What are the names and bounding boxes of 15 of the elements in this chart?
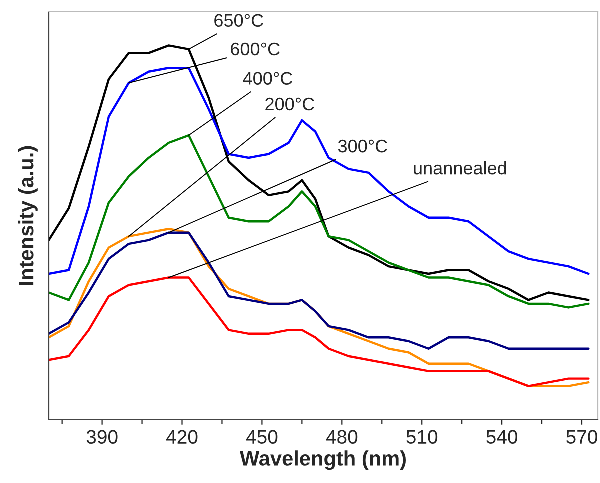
x-tick-label: 540 [486,430,518,444]
x-tick-label: 510 [406,430,438,444]
text: 300°C [338,140,388,153]
x-tick-label: 390 [86,430,118,444]
y-axis-title: Intensity (a.u.) [18,146,38,286]
x-axis-title: Wavelength (nm) [240,450,406,470]
text: 400°C [243,72,292,85]
series-label: 650°C [214,14,264,28]
x-tick-label: 450 [246,430,278,444]
x-tick-label: 570 [566,430,598,444]
x-tick-label: 420 [166,430,198,444]
text: 200°C [266,98,314,111]
text: 600°C [231,42,280,56]
text: unannealed [414,161,506,175]
x-tick-label: 480 [326,430,358,444]
